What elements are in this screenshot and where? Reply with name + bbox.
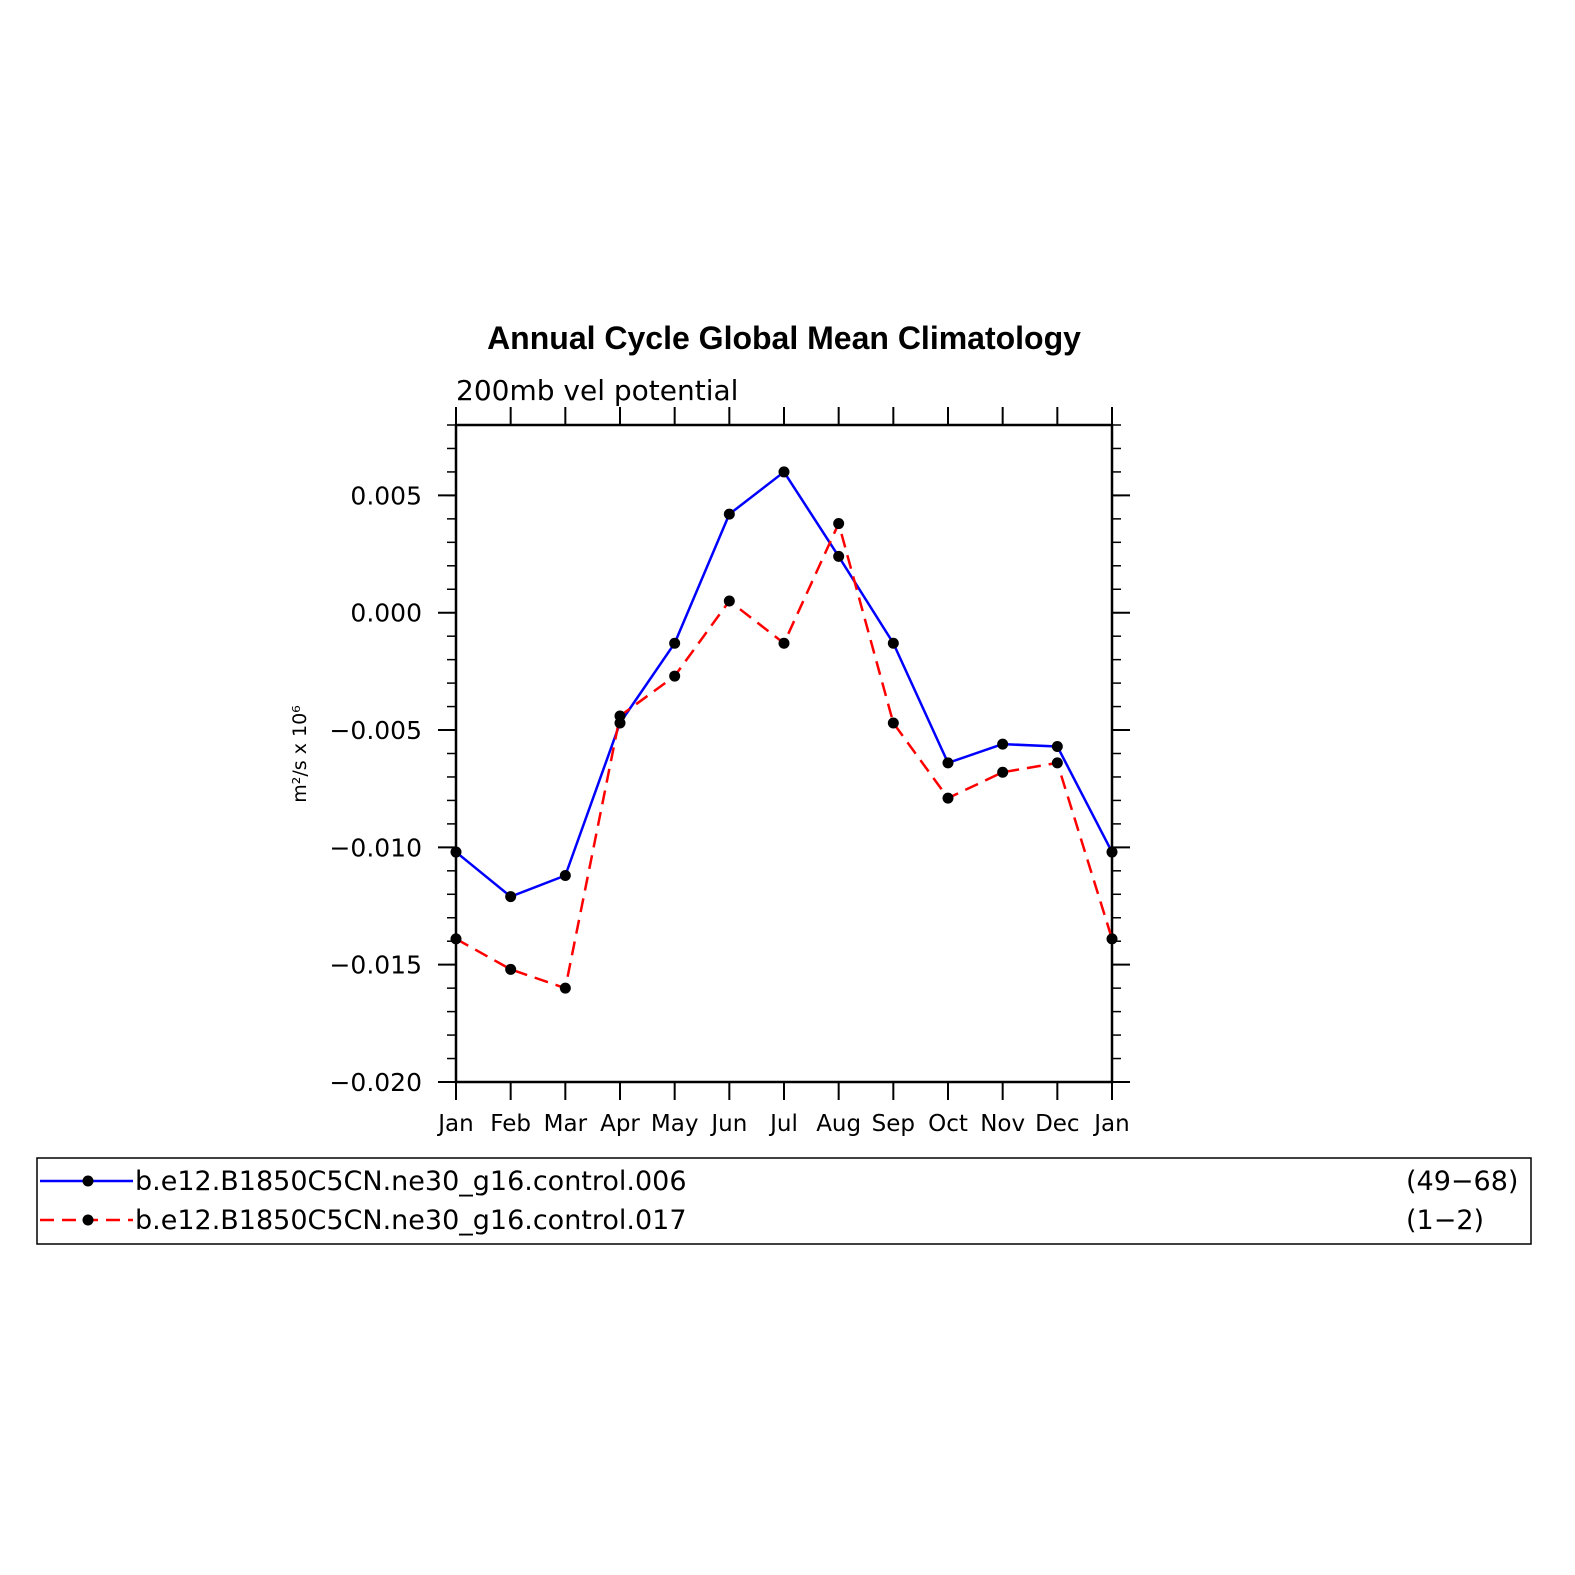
data-point-series-1 (833, 550, 845, 562)
series-line-1 (455, 470, 1114, 898)
chart-title: Annual Cycle Global Mean Climatology (487, 320, 1081, 356)
plot-area: Jan Feb Mar Apr May Jun Jul Aug Sep Oct Nov Dec Jan−… (329, 407, 1130, 1137)
data-point-series-1 (450, 846, 462, 858)
data-point-series-1 (669, 637, 681, 649)
chart-subtitle: 200mb vel potential (456, 374, 738, 407)
x-tick-label: Apr (600, 1111, 640, 1137)
data-point-series-2 (997, 766, 1009, 778)
x-tick-label: Aug (816, 1111, 861, 1137)
y-axis-label: m²/s x 10⁶ (289, 705, 311, 803)
data-point-series-2 (723, 595, 735, 607)
legend-series-name-2: b.e12.B1850C5CN.ne30_g16.control.017 (135, 1205, 687, 1236)
legend-box (36, 1157, 1532, 1245)
x-tick-label: Jan (1092, 1111, 1129, 1137)
data-point-series-2 (559, 982, 571, 994)
data-point-series-2 (833, 518, 845, 530)
data-point-series-2 (450, 933, 462, 945)
legend-marker-1 (82, 1175, 94, 1187)
y-tick-label: 0.005 (350, 481, 422, 510)
data-point-series-1 (1051, 740, 1063, 752)
data-point-series-2 (614, 710, 626, 722)
x-tick-label: Feb (490, 1111, 531, 1137)
data-point-series-1 (559, 870, 571, 882)
x-tick-label: Jan (436, 1111, 473, 1137)
data-point-series-1 (723, 508, 735, 520)
data-point-series-1 (942, 757, 954, 769)
data-point-series-1 (1106, 846, 1118, 858)
legend-series-years-2: (1−2) (1406, 1205, 1484, 1236)
y-tick-label: −0.015 (329, 951, 422, 980)
plot-frame (454, 423, 1114, 1084)
data-point-series-2 (942, 792, 954, 804)
data-point-series-2 (778, 637, 790, 649)
data-point-series-2 (1106, 933, 1118, 945)
data-point-series-2 (887, 717, 899, 729)
x-tick-label: Oct (928, 1111, 968, 1137)
data-point-series-1 (505, 891, 517, 903)
x-tick-label: Jul (768, 1111, 798, 1137)
legend-marker-2 (82, 1214, 94, 1226)
legend-series-name-1: b.e12.B1850C5CN.ne30_g16.control.006 (135, 1166, 687, 1197)
y-tick-label: −0.010 (329, 833, 422, 862)
data-point-series-2 (1051, 757, 1063, 769)
x-tick-label: Jun (709, 1111, 747, 1137)
data-point-series-1 (997, 738, 1009, 750)
series-line-2 (455, 522, 1114, 990)
x-tick-label: Nov (980, 1111, 1025, 1137)
y-tick-label: 0.000 (350, 599, 422, 628)
y-tick-label: −0.005 (329, 716, 422, 745)
legend: b.e12.B1850C5CN.ne30_g16.control.006 (49−… (36, 1157, 1532, 1245)
legend-series-years-1: (49−68) (1406, 1166, 1518, 1197)
data-point-series-2 (505, 963, 517, 975)
data-point-series-1 (887, 637, 899, 649)
x-tick-label: Mar (544, 1111, 588, 1137)
x-tick-label: May (651, 1111, 699, 1137)
data-point-series-2 (669, 670, 681, 682)
x-tick-label: Sep (872, 1111, 915, 1137)
x-tick-label: Dec (1035, 1111, 1080, 1137)
y-tick-label: −0.020 (329, 1068, 422, 1097)
data-point-series-1 (778, 466, 790, 478)
